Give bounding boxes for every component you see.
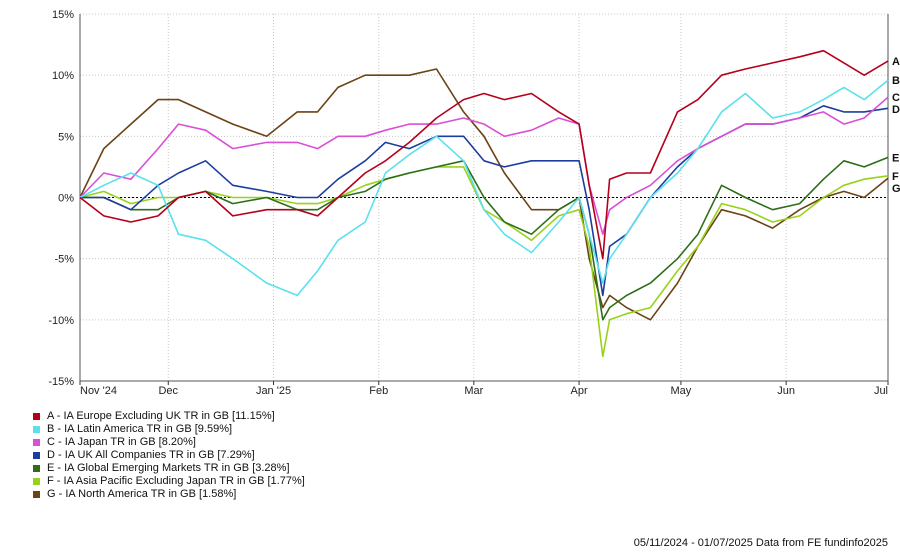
legend-label: G - IA North America TR in GB [1.58%] [47,488,237,500]
x-tick-label: Mar [464,385,483,397]
series-line-f [79,166,889,358]
legend-item-b: B - IA Latin America TR in GB [9.59%] [33,423,305,436]
y-tick-label: -5% [54,254,74,266]
legend-item-e: E - IA Global Emerging Markets TR in GB … [33,462,305,475]
legend-swatch [33,465,40,472]
y-tick-label: 10% [52,70,74,82]
chart-legend: A - IA Europe Excluding UK TR in GB [11.… [33,410,305,501]
series-end-label-b: B [892,75,900,87]
legend-item-f: F - IA Asia Pacific Excluding Japan TR i… [33,475,305,488]
chart-series-layer [79,49,889,358]
y-tick-label: 5% [58,131,74,143]
legend-swatch [33,491,40,498]
x-tick-label: Jan '25 [256,385,291,397]
legend-swatch [33,478,40,485]
legend-label: A - IA Europe Excluding UK TR in GB [11.… [47,410,275,422]
series-line-e [80,156,889,321]
legend-swatch [33,452,40,459]
legend-item-d: D - IA UK All Companies TR in GB [7.29%] [33,449,305,462]
series-end-label-e: E [892,152,899,164]
series-line-b [79,79,889,297]
x-tick-label: Jun [777,385,795,397]
series-line-d [80,105,889,297]
legend-item-g: G - IA North America TR in GB [1.58%] [33,488,305,501]
x-tick-label: Feb [369,385,388,397]
legend-item-c: C - IA Japan TR in GB [8.20%] [33,436,305,449]
y-tick-label: 0% [58,193,74,205]
legend-label: F - IA Asia Pacific Excluding Japan TR i… [47,475,305,487]
y-tick-label: -10% [48,315,74,327]
y-tick-label: 15% [52,9,74,21]
x-tick-label: Jul [874,385,888,397]
performance-line-chart: 15% 10% 5% 0% -5% -10% -15% Nov '24 Dec Jan '25 Fe… [48,9,900,397]
x-tick-label: Nov '24 [80,385,117,397]
legend-label: D - IA UK All Companies TR in GB [7.29%] [47,449,255,461]
legend-swatch [33,439,40,446]
series-line-a [79,49,889,260]
legend-swatch [33,426,40,433]
legend-swatch [33,413,40,420]
legend-label: E - IA Global Emerging Markets TR in GB … [47,462,290,474]
legend-label: C - IA Japan TR in GB [8.20%] [47,436,196,448]
legend-item-a: A - IA Europe Excluding UK TR in GB [11.… [33,410,305,423]
legend-label: B - IA Latin America TR in GB [9.59%] [47,423,233,435]
series-end-label-a: A [892,56,900,68]
series-line-g [79,68,889,321]
x-tick-label: Dec [158,385,178,397]
series-end-label-g: G [892,183,900,195]
series-line-c [79,96,889,235]
series-end-label-d: D [892,104,900,116]
y-tick-label: -15% [48,376,74,388]
x-tick-label: May [671,385,692,397]
x-tick-label: Apr [570,385,587,397]
chart-footer: 05/11/2024 - 01/07/2025 Data from FE fun… [633,537,888,549]
chart-axes: 15% 10% 5% 0% -5% -10% -15% Nov '24 Dec Jan '25 Fe… [48,9,889,397]
series-end-label-c: C [892,92,900,104]
series-end-label-f: F [892,171,899,183]
